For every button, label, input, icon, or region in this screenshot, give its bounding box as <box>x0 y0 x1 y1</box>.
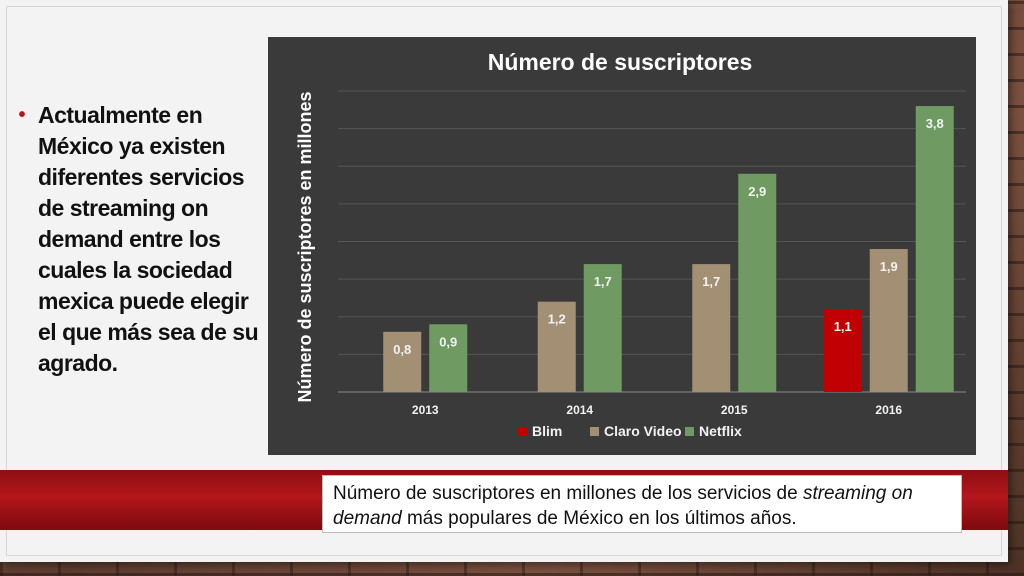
bar-claro-video <box>383 331 422 392</box>
legend-label: Claro Video <box>604 423 682 439</box>
caption-text-1: Número de suscriptores en millones de lo… <box>333 483 803 504</box>
subscribers-chart: 0,8 0,9 1,2 1,7 1,7 2,9 1,1 1,9 3,8 2013 2014 2015… <box>268 37 976 455</box>
legend-label: Blim <box>532 423 562 439</box>
legend-label: Netflix <box>699 423 742 439</box>
bar-claro-video <box>869 249 908 392</box>
bullet-point: • Actualmente en México ya existen difer… <box>6 100 268 379</box>
chart-y-axis-label: Número de suscriptores en millones <box>295 91 315 402</box>
bar-data-label: 1,2 <box>548 312 566 327</box>
bar-netflix <box>738 173 777 392</box>
x-tick-label: 2016 <box>875 403 902 417</box>
caption-emphasis-2: on demand <box>333 483 913 529</box>
bullet-text: Actualmente en México ya existen diferen… <box>38 102 259 376</box>
chart-x-ticks: 2013 2014 2015 2016 <box>412 403 903 417</box>
bar-data-label: 0,8 <box>393 342 411 357</box>
chart-legend: Blim Claro Video Netflix <box>518 423 742 439</box>
bar-netflix <box>429 324 468 392</box>
bar-data-label: 1,7 <box>702 274 720 289</box>
bar-netflix <box>583 264 622 392</box>
caption-text-2: más populares de México en los últimos a… <box>401 508 797 529</box>
chart-title: Número de suscriptores <box>488 49 753 75</box>
bar-data-label: 2,9 <box>748 184 766 199</box>
slide-border <box>6 6 1002 556</box>
bar-netflix <box>915 106 954 393</box>
bar-data-label: 1,7 <box>594 274 612 289</box>
caption-emphasis-1: streaming <box>802 483 887 504</box>
chart-bars <box>383 106 954 393</box>
bar-data-label: 0,9 <box>439 334 457 349</box>
bar-claro-video <box>537 301 576 392</box>
legend-swatch <box>518 427 527 436</box>
x-tick-label: 2013 <box>412 403 439 417</box>
figure-caption: Número de suscriptores en millones de lo… <box>322 475 962 533</box>
bullet-icon: • <box>18 104 26 126</box>
slide: • Actualmente en México ya existen difer… <box>0 0 1008 562</box>
bar-data-label: 1,1 <box>834 319 852 334</box>
bar-claro-video <box>692 264 731 392</box>
legend-swatch <box>590 427 599 436</box>
bar-blim <box>823 309 862 392</box>
x-tick-label: 2015 <box>721 403 748 417</box>
legend-swatch <box>685 427 694 436</box>
x-tick-label: 2014 <box>566 403 593 417</box>
chart-bar-labels: 0,8 0,9 1,2 1,7 1,7 2,9 1,1 1,9 3,8 <box>393 116 944 357</box>
bar-data-label: 3,8 <box>926 116 944 131</box>
bar-data-label: 1,9 <box>880 259 898 274</box>
